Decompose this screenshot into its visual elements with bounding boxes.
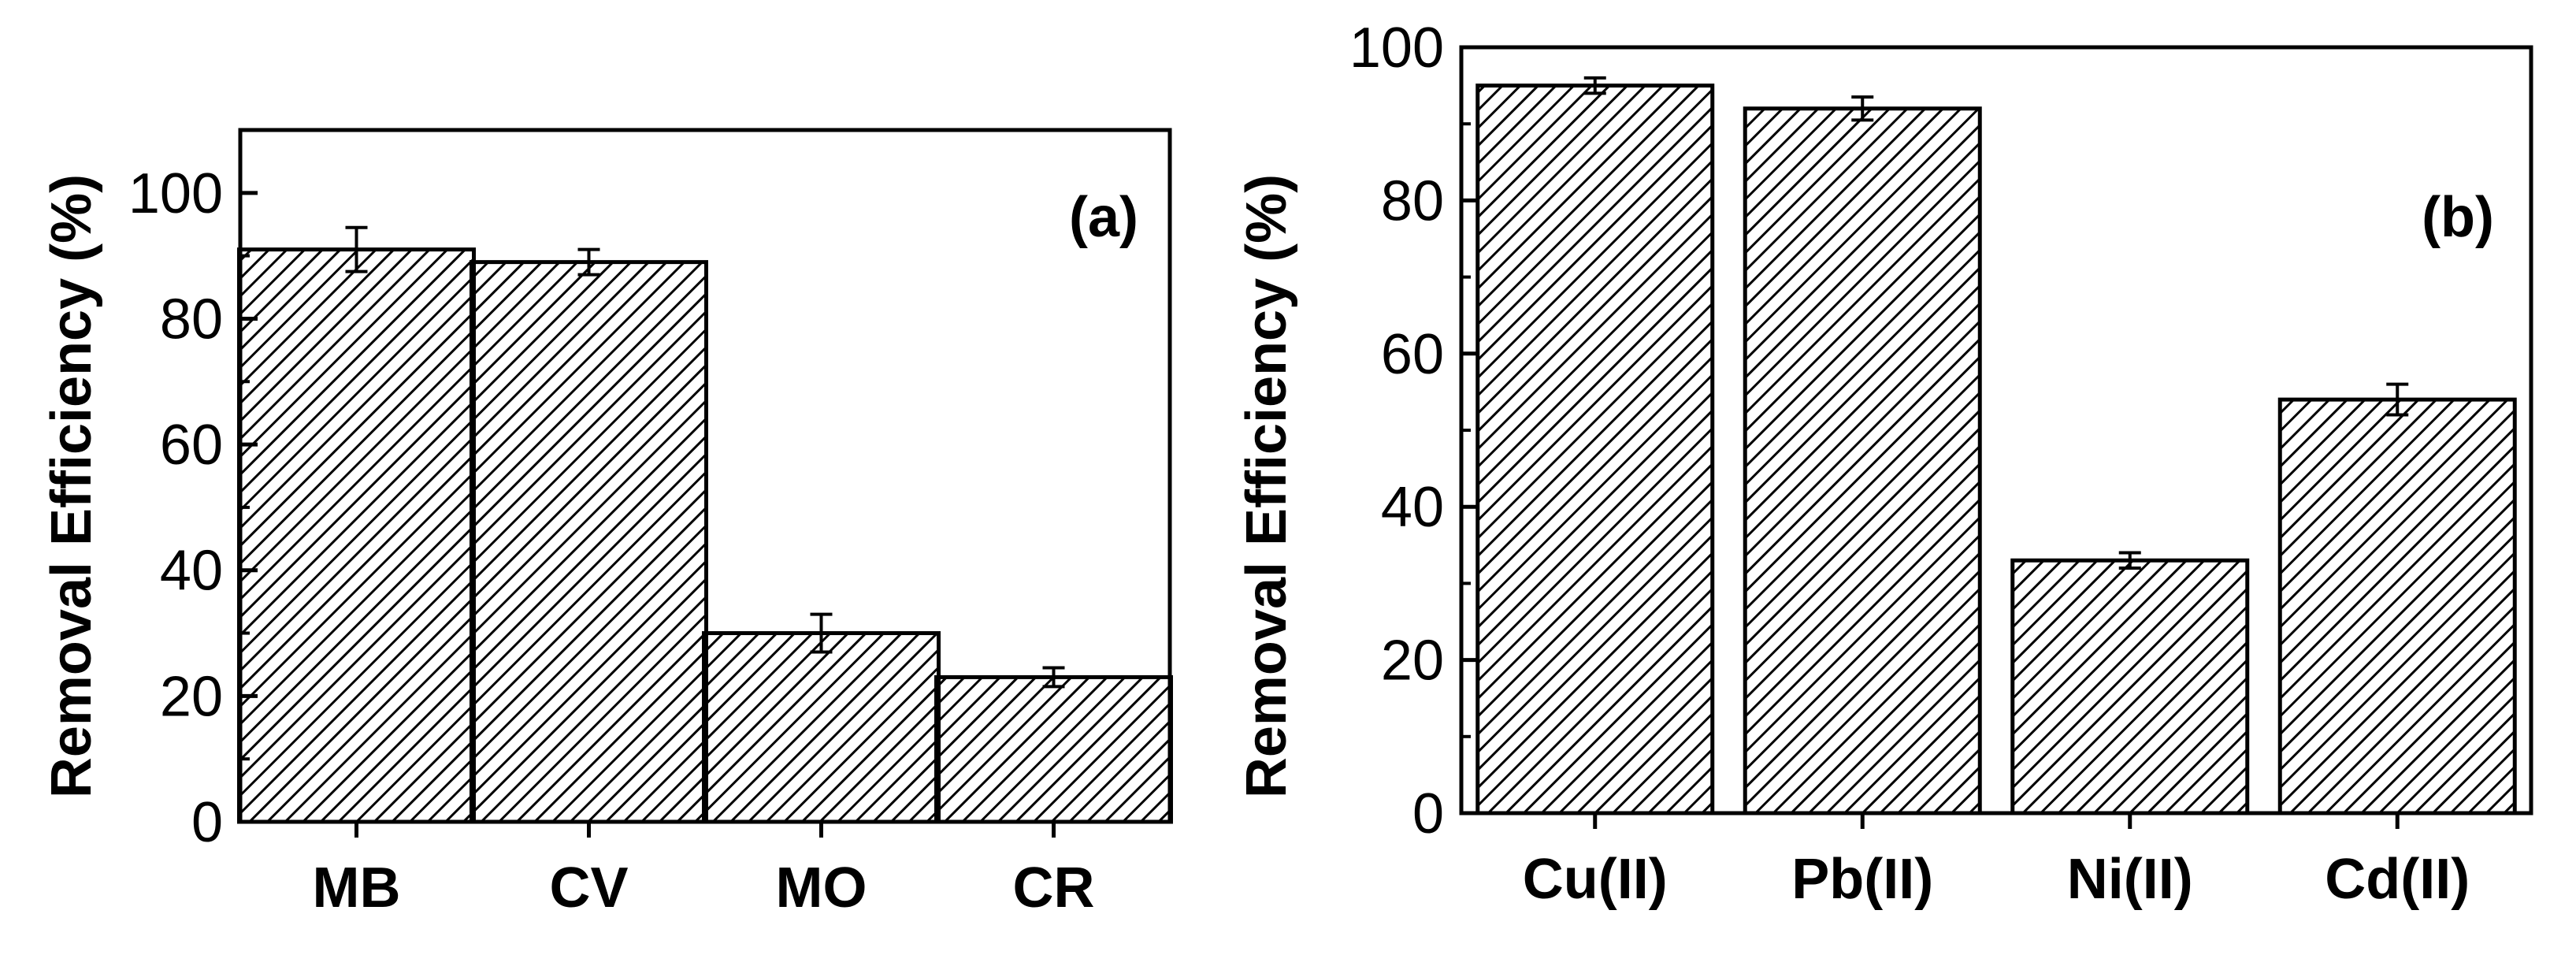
x-tick-label-b: Pb(II) xyxy=(1791,848,1933,911)
x-tick-label-a: MO xyxy=(776,856,867,920)
bar-b-1 xyxy=(1743,106,1982,816)
y-tick-label-b: 80 xyxy=(1381,169,1444,232)
bar-a-1 xyxy=(470,260,708,824)
y-tick-label-b: 20 xyxy=(1381,630,1444,693)
chart-panel-b: Removal Efficiency (%) Removal Efficienc… xyxy=(1235,17,2533,911)
y-tick-label-a: 100 xyxy=(128,162,223,225)
y-tick-label-a: 60 xyxy=(160,414,223,477)
bar-a-3 xyxy=(934,674,1173,824)
bar-a-0 xyxy=(237,247,476,824)
x-tick-label-a: CV xyxy=(549,856,628,920)
bar-b-0 xyxy=(1475,84,1715,816)
bar-a-2 xyxy=(702,631,941,824)
y-tick-label-a: 40 xyxy=(160,540,223,603)
x-tick-label-b: Cu(II) xyxy=(1523,848,1668,911)
y-tick-label-a: 0 xyxy=(191,791,223,854)
x-tick-label-b: Cd(II) xyxy=(2325,848,2470,911)
y-tick-label-b: 0 xyxy=(1412,782,1444,845)
bar-b-3 xyxy=(2277,397,2517,816)
y-tick-label-a: 80 xyxy=(160,288,223,351)
y-axis-title-a: Removal Efficiency (%) xyxy=(40,174,103,798)
y-tick-label-b: 40 xyxy=(1381,476,1444,539)
x-tick-label-a: MB xyxy=(313,856,401,920)
y-axis-title-b-left: Removal Efficiency (%) xyxy=(1235,174,1298,798)
y-tick-label-b: 100 xyxy=(1349,17,1444,80)
x-tick-label-b: Ni(II) xyxy=(2067,848,2193,911)
panel-label-a: (a) xyxy=(1069,186,1138,249)
y-tick-label-a: 20 xyxy=(160,665,223,728)
bar-b-2 xyxy=(2010,558,2250,816)
x-tick-label-a: CR xyxy=(1013,856,1095,920)
panel-label-b: (b) xyxy=(2422,186,2494,249)
chart-panel-a: Removal Efficiency (%) (a) 0 20 40 60 80 100 M… xyxy=(40,128,1173,920)
y-tick-label-b: 60 xyxy=(1381,323,1444,386)
